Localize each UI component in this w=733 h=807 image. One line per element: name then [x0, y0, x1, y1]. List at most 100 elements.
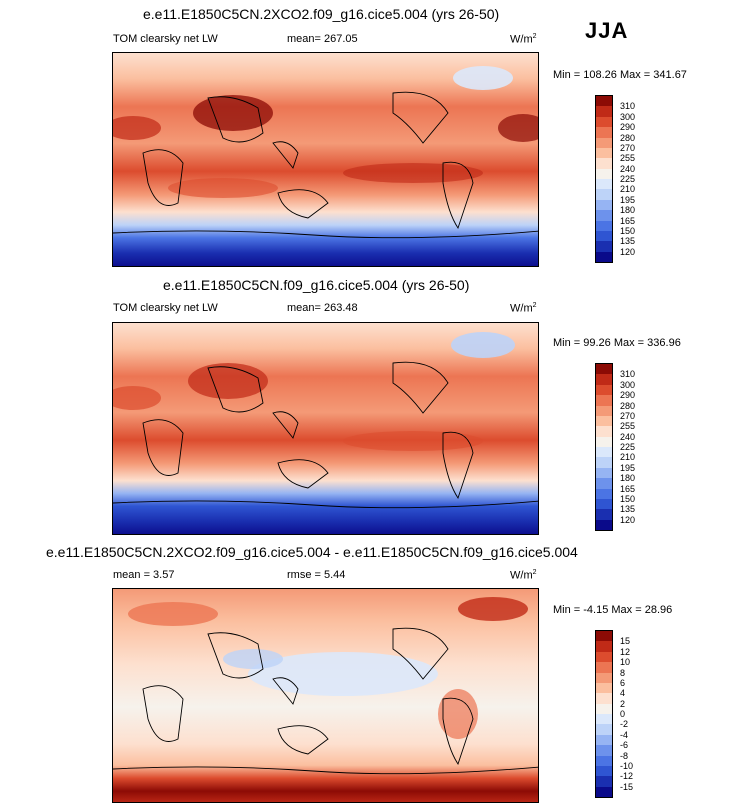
colorbar-tick-label: 225: [620, 174, 636, 184]
colorbar-tick-label: -4: [620, 729, 629, 740]
colorbar-tick-label: 165: [620, 483, 636, 494]
colorbar-tick-label: 290: [620, 390, 636, 401]
panel1-mean: mean= 267.05: [287, 33, 358, 45]
colorbar-tick-label: 270: [620, 142, 636, 153]
colorbar-swatch: [596, 158, 612, 169]
colorbar-tick-label: 280: [620, 132, 636, 143]
colorbar-swatch: [596, 241, 612, 252]
panel2-units: W/m2: [510, 302, 537, 315]
colorbar-swatch: [596, 745, 612, 756]
colorbar-tick-label: 195: [620, 194, 636, 205]
colorbar-tick-label: 280: [620, 400, 636, 411]
colorbar-tick-label: 240: [620, 163, 636, 174]
panel1-variable-label: TOM clearsky net LW: [113, 33, 218, 45]
panel2-variable-label: TOM clearsky net LW: [113, 302, 218, 314]
panel1-minmax: Min = 108.26 Max = 341.67: [553, 69, 687, 81]
colorbar-swatch: [596, 415, 612, 427]
colorbar-swatch: [596, 384, 612, 396]
colorbar-swatch: [596, 210, 612, 221]
colorbar-swatch: [596, 693, 612, 704]
colorbar-swatch: [596, 776, 612, 787]
colorbar-swatch: [596, 116, 612, 128]
colorbar-tick-label: 15: [620, 636, 631, 647]
colorbar-swatch: [596, 724, 612, 735]
colorbar-tick-label: 180: [620, 205, 636, 216]
panel3-units: W/m2: [510, 569, 537, 582]
colorbar-tick-label: 310: [620, 369, 636, 380]
colorbar-tick-label: 240: [620, 431, 636, 442]
panel2-map: [112, 322, 539, 535]
colorbar-tick-label: 120: [620, 246, 636, 257]
colorbar-swatch: [596, 447, 612, 458]
panel1-title: e.e11.E1850C5CN.2XCO2.f09_g16.cice5.004 …: [143, 6, 500, 22]
colorbar-swatch: [596, 395, 612, 406]
colorbar-tick-label: -8: [620, 750, 629, 761]
colorbar-swatch: [596, 127, 612, 138]
colorbar-swatch: [596, 179, 612, 190]
colorbar-swatch: [596, 137, 612, 148]
colorbar-tick-label: 300: [620, 111, 636, 122]
colorbar-tick-label: -15: [620, 781, 634, 792]
colorbar-swatch: [596, 106, 612, 117]
colorbar-swatch: [596, 251, 612, 262]
colorbar-swatch: [596, 220, 612, 231]
colorbar-swatch: [596, 519, 612, 530]
panel2-mean: mean= 263.48: [287, 302, 358, 314]
panel3-rmse: rmse = 5.44: [287, 569, 346, 581]
colorbar-tick-label: -2: [620, 719, 629, 730]
colorbar-swatch: [596, 641, 612, 652]
colorbar-tick-label: 10: [620, 657, 631, 668]
colorbar-swatch: [596, 96, 612, 107]
colorbar-tick-label: 300: [620, 379, 636, 390]
colorbar-tick-label: 4: [620, 688, 626, 699]
colorbar-tick-label: 195: [620, 462, 636, 473]
colorbar-tick-label: 150: [620, 225, 636, 236]
colorbar-swatch: [596, 478, 612, 489]
colorbar-swatch: [596, 405, 612, 416]
colorbar-swatch: [596, 703, 612, 714]
colorbar-swatch: [596, 734, 612, 746]
panel1-units: W/m2: [510, 33, 537, 46]
colorbar-swatch: [596, 189, 612, 200]
colorbar-swatch: [596, 467, 612, 479]
panel1-colorbar: [595, 95, 613, 263]
colorbar-swatch: [596, 374, 612, 385]
colorbar-tick-label: 165: [620, 215, 636, 226]
colorbar-tick-label: 150: [620, 493, 636, 504]
colorbar-swatch: [596, 488, 612, 499]
colorbar-tick-label: -6: [620, 740, 629, 751]
colorbar-swatch: [596, 168, 612, 179]
colorbar-tick-label: 2: [620, 698, 626, 709]
colorbar-tick-label: 290: [620, 122, 636, 133]
panel2-minmax: Min = 99.26 Max = 336.96: [553, 337, 681, 349]
panel3-map: [112, 588, 539, 803]
colorbar-tick-label: 270: [620, 410, 636, 421]
panel1-map: [112, 52, 539, 267]
panel2-title: e.e11.E1850C5CN.f09_g16.cice5.004 (yrs 2…: [163, 277, 470, 293]
colorbar-swatch: [596, 672, 612, 683]
colorbar-tick-label: 8: [620, 667, 626, 678]
colorbar-tick-label: 12: [620, 646, 631, 657]
colorbar-swatch: [596, 364, 612, 375]
colorbar-swatch: [596, 509, 612, 520]
colorbar-tick-label: 135: [620, 236, 636, 247]
colorbar-tick-label: 310: [620, 101, 636, 112]
colorbar-swatch: [596, 498, 612, 510]
colorbar-swatch: [596, 230, 612, 242]
season-label: JJA: [585, 18, 629, 43]
colorbar-tick-label: 180: [620, 473, 636, 484]
panel3-minmax: Min = -4.15 Max = 28.96: [553, 604, 673, 616]
colorbar-tick-label: 210: [620, 452, 636, 463]
colorbar-tick-label: 210: [620, 184, 636, 195]
colorbar-tick-label: 255: [620, 153, 636, 164]
colorbar-swatch: [596, 786, 612, 797]
colorbar-swatch: [596, 426, 612, 437]
colorbar-swatch: [596, 651, 612, 663]
colorbar-swatch: [596, 147, 612, 159]
colorbar-tick-label: 135: [620, 504, 636, 515]
panel3-mean: mean = 3.57: [113, 569, 175, 581]
colorbar-tick-label: 0: [620, 709, 626, 719]
colorbar-tick-label: -10: [620, 760, 634, 771]
colorbar-tick-label: 120: [620, 514, 636, 525]
panel3-colorbar: [595, 630, 613, 798]
